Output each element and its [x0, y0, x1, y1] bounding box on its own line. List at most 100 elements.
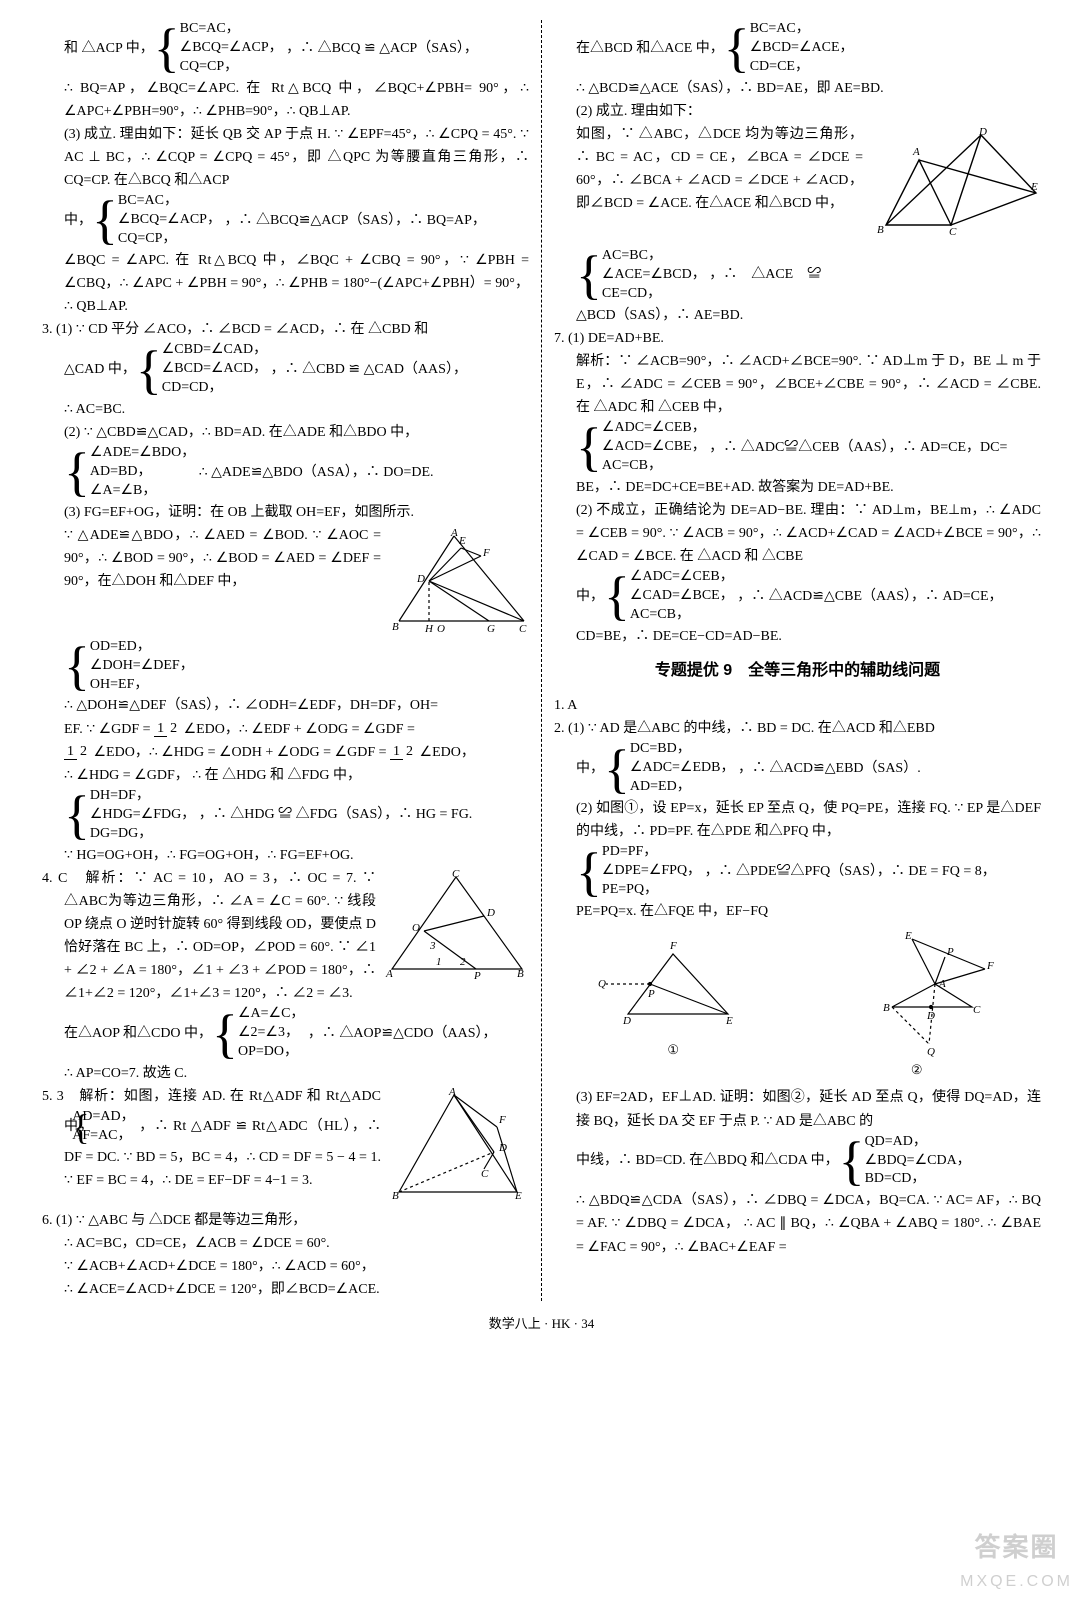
- text-line: 7. (1) DE=AD+BE.: [554, 327, 1041, 350]
- text-line: (3) FG=EF+OG，证明：在 OB 上截取 OH=EF，如图所示.: [42, 501, 529, 524]
- text-line: 1. A: [554, 694, 1041, 717]
- text-line: 解析：∵ ∠ACB=90°，∴ ∠ACD+∠BCE=90°. ∵ AD⊥m 于 …: [554, 350, 1041, 419]
- text-line: (2) 如图①，设 EP=x，延长 EP 至点 Q，使 PQ=PE，连接 FQ.…: [554, 797, 1041, 843]
- text-line: 6. (1) ∵ △ABC 与 △DCE 都是等边三角形，: [42, 1209, 529, 1232]
- figure-2: A B C D O P 3 1 2: [384, 869, 529, 984]
- text-line: A B C D E 如图，∵ △ABC，△DCE 均为等边三角形，∴ BC = …: [554, 123, 1041, 247]
- svg-text:F: F: [498, 1114, 506, 1126]
- svg-text:P: P: [473, 970, 481, 982]
- svg-text:D: D: [926, 1010, 935, 1022]
- svg-text:B: B: [392, 1190, 399, 1202]
- text-line: ∵ ∠ACB+∠ACD+∠DCE = 180°，∴ ∠ACD = 60°，: [42, 1255, 529, 1278]
- svg-text:2: 2: [460, 956, 466, 968]
- text-line: EF. ∵ ∠GDF = 12 ∠EDO，∴ ∠EDF + ∠ODG = ∠GD…: [42, 718, 529, 741]
- text-line: 3. (1) ∵ CD 平分 ∠ACO，∴ ∠BCD = ∠ACD，∴ 在 △C…: [42, 318, 529, 341]
- section-title: 专题提优 9 全等三角形中的辅助线问题: [554, 658, 1041, 684]
- svg-text:C: C: [973, 1004, 981, 1016]
- text-line: 中线，∴ BD=CD. 在△BDQ 和△CDA 中，{QD=AD，∠BDQ=∠C…: [554, 1133, 1041, 1190]
- figure-5b: A B C D E F P Q: [837, 929, 997, 1059]
- text-line: PE=PQ=x. 在△FQE 中，EF−FQ: [554, 900, 1041, 923]
- svg-text:B: B: [877, 224, 884, 236]
- figure-pair: D E F P Q ① A B C D E F P Q ②: [554, 929, 1041, 1080]
- text-line: A B C D E F 5. 3 解析：如图，连接 AD. 在 Rt△ADF 和…: [42, 1085, 529, 1209]
- svg-text:C: C: [452, 869, 460, 880]
- text-line: (3) 成立. 理由如下：延长 QB 交 AP 于点 H. ∵ ∠EPF=45°…: [42, 123, 529, 192]
- svg-text:O: O: [412, 922, 420, 934]
- text-line: ∴ ∠ACE=∠ACD+∠DCE = 120°，即∠BCD=∠ACE.: [42, 1278, 529, 1301]
- svg-text:B: B: [883, 1002, 890, 1014]
- figure-4: A B C D E: [871, 125, 1041, 245]
- text-line: 在△BCD 和△ACE 中，{BC=AC，∠BCD=∠ACE，CD=CE，: [554, 20, 1041, 77]
- svg-text:H: H: [424, 623, 434, 635]
- text-line: ∴ BQ=AP，∠BQC=∠APC. 在 Rt△BCQ 中，∠BQC+∠PBH=…: [42, 77, 529, 123]
- text-line: {AC=BC，∠ACE=∠BCD，CE=CD， ，∴ △ACE ≌: [554, 247, 1041, 304]
- text-line: {∠ADE=∠BDO，AD=BD，∠A=∠B， ∴ △ADE≌△BDO（ASA）…: [42, 444, 529, 501]
- svg-text:A: A: [448, 1087, 456, 1098]
- svg-text:A: A: [450, 527, 458, 539]
- text-line: △BCD（SAS），∴ AE=BD.: [554, 304, 1041, 327]
- svg-text:O: O: [437, 623, 445, 635]
- text-line: 在△AOP 和△CDO 中，{∠A=∠C，∠2=∠3，OP=DO， ，∴ △AO…: [42, 1005, 529, 1062]
- svg-text:G: G: [487, 623, 495, 635]
- text-line: {PD=PF，∠DPE=∠FPQ，PE=PQ， ，∴ △PDE≌△PFQ（SAS…: [554, 843, 1041, 900]
- svg-text:E: E: [514, 1190, 522, 1202]
- text-line: ∴ AP=CO=7. 故选 C.: [42, 1062, 529, 1085]
- text-line: ∴ ∠HDG = ∠GDF， ∴ 在 △HDG 和 △FDG 中，: [42, 764, 529, 787]
- svg-text:D: D: [486, 907, 495, 919]
- svg-text:D: D: [978, 126, 987, 138]
- text-line: A B C D O P 3 1 2 4. C 解析：∵ AC = 10，AO =…: [42, 867, 529, 1006]
- text-line: CD=BE，∴ DE=CE−CD=AD−BE.: [554, 625, 1041, 648]
- text-line: {DH=DF，∠HDG=∠FDG，DG=DG， ，∴ △HDG ≌ △FDG（S…: [42, 787, 529, 844]
- svg-text:1: 1: [436, 956, 442, 968]
- text-line: 中，{DC=BD，∠ADC=∠EDB，AD=ED， ，∴ △ACD≌△EBD（S…: [554, 740, 1041, 797]
- svg-text:Q: Q: [598, 978, 606, 990]
- svg-text:B: B: [392, 621, 399, 633]
- svg-text:E: E: [458, 535, 466, 547]
- text-line: 和 △ACP 中，{BC=AC，∠BCQ=∠ACP，CQ=CP， ，∴ △BCQ…: [42, 20, 529, 77]
- svg-text:E: E: [904, 930, 912, 942]
- text-line: (2) 不成立，正确结论为 DE=AD−BE. 理由：∵ AD⊥m，BE⊥m，∴…: [554, 499, 1041, 568]
- svg-text:A: A: [385, 968, 393, 980]
- text-line: {OD=ED，∠DOH=∠DEF，OH=EF，: [42, 638, 529, 695]
- svg-text:F: F: [986, 960, 994, 972]
- figure-3: A B C D E F: [389, 1087, 529, 1207]
- text-line: 中，{∠ADC=∠CEB，∠CAD=∠BCE，AC=CB， ，∴ △ACD≌△C…: [554, 568, 1041, 625]
- text-line: ∵ HG=OG+OH，∴ FG=OG+OH，∴ FG=EF+OG.: [42, 844, 529, 867]
- text-line: ∴ △BDQ≌△CDA（SAS），∴ ∠DBQ = ∠DCA，BQ=CA. ∵ …: [554, 1189, 1041, 1258]
- text-line: (3) EF=2AD，EF⊥AD. 证明：如图②，延长 AD 至点 Q，使得 D…: [554, 1086, 1041, 1132]
- text-line: ∴ AC=BC.: [42, 398, 529, 421]
- svg-text:F: F: [482, 547, 490, 559]
- text-line: BE，∴ DE=DC+CE=BE+AD. 故答案为 DE=AD+BE.: [554, 476, 1041, 499]
- text-line: △CAD 中，{∠CBD=∠CAD，∠BCD=∠ACD，CD=CD， ，∴ △C…: [42, 341, 529, 398]
- svg-text:P: P: [647, 988, 655, 1000]
- svg-text:C: C: [481, 1168, 489, 1180]
- svg-text:P: P: [946, 946, 954, 958]
- svg-text:B: B: [517, 968, 524, 980]
- svg-text:Q: Q: [927, 1046, 935, 1058]
- text-line: ∴ △DOH≌△DEF（SAS），∴ ∠ODH=∠EDF，DH=DF，OH=: [42, 694, 529, 717]
- svg-text:D: D: [416, 573, 425, 585]
- text-line: ∠BQC = ∠APC. 在 Rt△BCQ 中，∠BQC + ∠CBQ = 90…: [42, 249, 529, 318]
- text-line: A E F D B H O G C ∵ △ADE≌△BDO，∴ ∠AED = ∠…: [42, 524, 529, 638]
- svg-text:A: A: [912, 146, 920, 158]
- svg-text:E: E: [1030, 181, 1038, 193]
- svg-text:C: C: [519, 623, 527, 635]
- text-line: 2. (1) ∵ AD 是△ABC 的中线，∴ BD = DC. 在△ACD 和…: [554, 717, 1041, 740]
- svg-text:D: D: [498, 1142, 507, 1154]
- text-line: ∴ △BCD≌△ACE（SAS），∴ BD=AE，即 AE=BD.: [554, 77, 1041, 100]
- svg-text:D: D: [622, 1015, 631, 1027]
- svg-text:F: F: [669, 940, 677, 952]
- figure-1: A E F D B H O G C: [389, 526, 529, 636]
- text-line: ∴ AC=BC，CD=CE，∠ACB = ∠DCE = 60°.: [42, 1232, 529, 1255]
- svg-text:E: E: [725, 1015, 733, 1027]
- figure-5a: D E F P Q: [598, 929, 748, 1039]
- watermark: 答案圈 MXQE.COM: [960, 1526, 1073, 1595]
- page-footer: 数学八上 · HK · 34: [30, 1313, 1053, 1334]
- text-line: 中，{BC=AC，∠BCQ=∠ACP，CQ=CP， ，∴ △BCQ≌△ACP（S…: [42, 192, 529, 249]
- text-line: {∠ADC=∠CEB，∠ACD=∠CBE，AC=CB， ，∴ △ADC≌△CEB…: [554, 419, 1041, 476]
- text-line: (2) 成立. 理由如下：: [554, 100, 1041, 123]
- svg-text:A: A: [938, 978, 946, 990]
- text-line: (2) ∵ △CBD≌△CAD，∴ BD=AD. 在△ADE 和△BDO 中，: [42, 421, 529, 444]
- svg-text:3: 3: [429, 940, 436, 952]
- text-line: 12 ∠EDO，∴ ∠HDG = ∠ODH + ∠ODG = ∠GDF = 12…: [42, 741, 529, 764]
